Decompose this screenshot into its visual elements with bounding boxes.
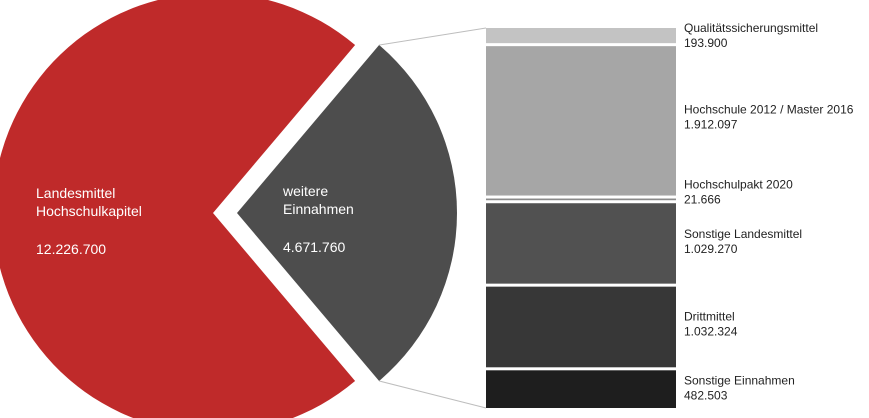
bar-label-3: Hochschulpakt 2020 21.666 <box>684 178 793 207</box>
connector-line-top <box>379 27 487 46</box>
pie-slice-weitere-einnahmen <box>237 45 457 381</box>
bar-segment-6 <box>486 370 676 408</box>
breakdown-bar <box>486 28 676 408</box>
pie-label-weitere-einnahmen: weitere Einnahmen <box>282 183 354 217</box>
bar-label-2: Hochschule 2012 / Master 2016 1.912.097 <box>684 102 854 131</box>
bar-segment-3 <box>486 198 676 201</box>
pie-slice-landesmittel <box>0 0 356 418</box>
bar-segment-5 <box>486 286 676 368</box>
pie-value-landesmittel: 12.226.700 <box>36 241 106 257</box>
bar-label-6: Sonstige Einnahmen 482.503 <box>684 373 795 402</box>
bar-segment-1 <box>486 28 676 44</box>
bar-segment-4 <box>486 203 676 284</box>
pie-slices <box>0 0 457 418</box>
labels: Landesmittel Hochschulkapitel 12.226.700 we… <box>36 21 854 402</box>
bar-label-1: Qualitätssicherungsmittel 193.900 <box>684 21 818 50</box>
connector-line-bottom <box>378 380 487 409</box>
pie-value-weitere-einnahmen: 4.671.760 <box>283 239 345 255</box>
bar-segment-2 <box>486 46 676 196</box>
bar-label-5: Drittmittel 1.032.324 <box>684 310 738 339</box>
pie-label-landesmittel: Landesmittel Hochschulkapitel <box>36 185 142 219</box>
connector-lines <box>378 27 487 409</box>
bar-label-4: Sonstige Landesmittel 1.029.270 <box>684 227 802 256</box>
